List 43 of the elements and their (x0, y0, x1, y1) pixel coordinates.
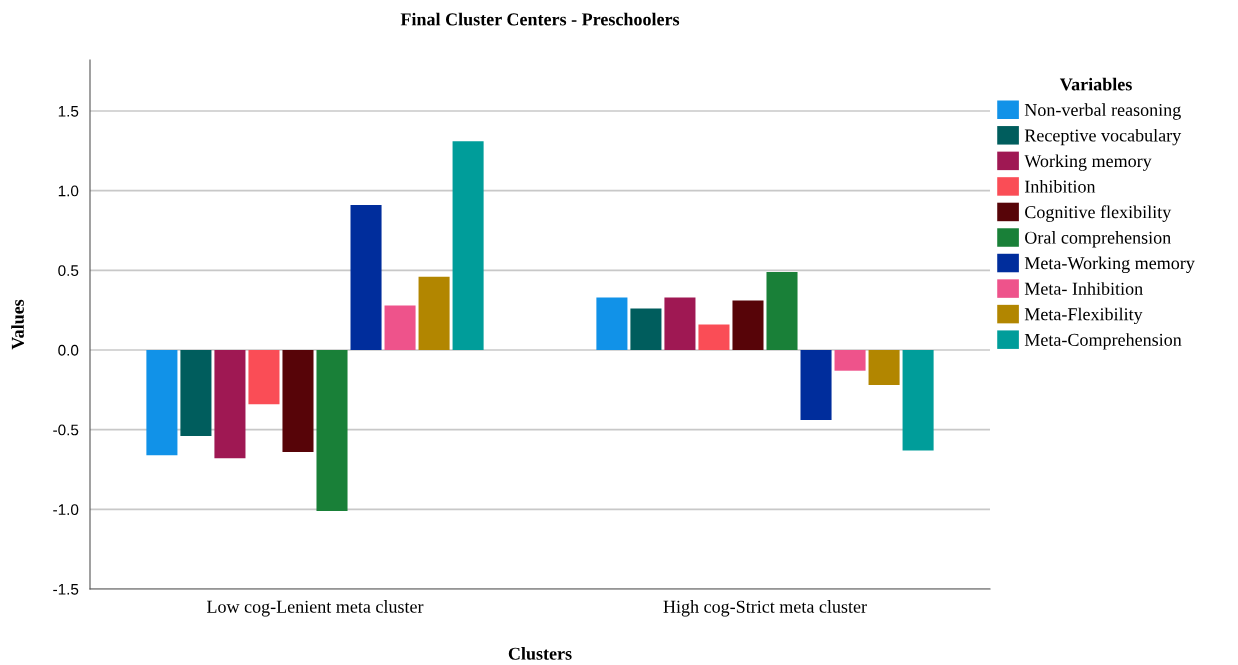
legend-label: Meta- Inhibition (1024, 282, 1143, 295)
legend-label: Non-verbal reasoning (1024, 103, 1181, 120)
legend-title: Variables (1059, 77, 1132, 91)
bar (630, 308, 662, 350)
chart-title: Final Cluster Centers - Preschoolers (400, 12, 680, 26)
bar (146, 349, 178, 456)
y-tick-label: 0.5 (58, 265, 79, 277)
bar (418, 276, 450, 350)
y-tick-label: 1.0 (58, 185, 79, 197)
y-tick-label: -1.5 (53, 584, 79, 595)
bar (732, 300, 764, 350)
legend-label: Receptive vocabulary (1024, 128, 1182, 146)
legend-label: Working memory (1024, 154, 1152, 171)
bar (868, 349, 900, 386)
bar (698, 324, 730, 350)
bar (452, 141, 484, 350)
y-tick-label: -1.0 (53, 504, 79, 516)
x-axis-title: Clusters (508, 647, 572, 660)
bar (766, 271, 798, 350)
legend-label: Meta-Flexibility (1024, 307, 1143, 325)
y-tick-label: 0.0 (58, 344, 79, 356)
legend-label: Inhibition (1024, 180, 1096, 193)
bar (350, 205, 382, 350)
x-tick-label: High cog-Strict meta cluster (663, 600, 867, 617)
x-tick-label: Low cog-Lenient meta cluster (206, 600, 424, 617)
y-tick-label: 1.5 (58, 106, 79, 117)
bar (248, 349, 280, 405)
y-axis-title: Values (11, 299, 24, 350)
bar (384, 305, 416, 350)
bar (902, 349, 934, 451)
bar (214, 349, 246, 459)
bar (664, 297, 696, 350)
bar (180, 349, 212, 437)
bar (800, 349, 832, 421)
legend-label: Oral comprehension (1025, 231, 1171, 248)
legend-label: Meta-Working memory (1024, 256, 1195, 274)
legend-label: Cognitive flexibility (1025, 205, 1172, 222)
bar (596, 297, 628, 350)
bar (316, 349, 348, 511)
legend-label: Meta-Comprehension (1024, 333, 1182, 350)
bar (282, 349, 314, 452)
bar (834, 349, 866, 371)
y-tick-label: -0.5 (53, 424, 79, 436)
